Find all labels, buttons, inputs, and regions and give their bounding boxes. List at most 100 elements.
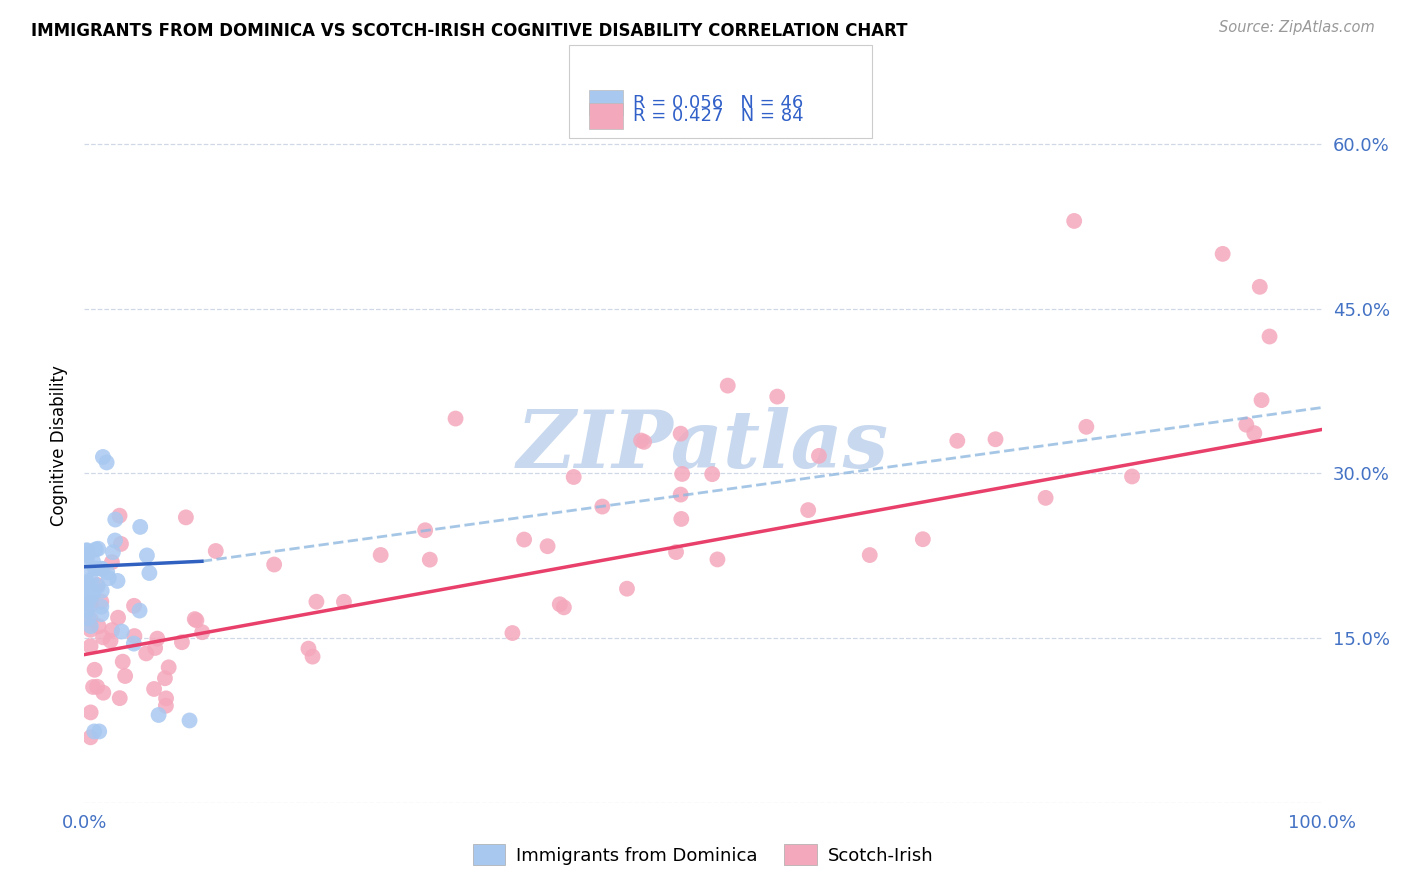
Point [301, 649, 323, 664]
Point [146, 632, 169, 646]
Point [669, 487, 692, 501]
Point [83, 561, 105, 575]
Point [135, 549, 157, 563]
Text: ZIPatlas: ZIPatlas [517, 408, 889, 484]
Text: IMMIGRANTS FROM DOMINICA VS SCOTCH-IRISH COGNITIVE DISABILITY CORRELATION CHART: IMMIGRANTS FROM DOMINICA VS SCOTCH-IRISH… [31, 22, 907, 40]
Point [77, 594, 100, 608]
Point [553, 600, 575, 615]
Point [444, 411, 467, 425]
Point [79, 595, 101, 609]
Point [76, 543, 98, 558]
Point [90, 583, 112, 598]
Point [591, 500, 613, 514]
Point [1076, 419, 1098, 434]
Point [87, 541, 110, 556]
Point [333, 595, 356, 609]
Point [191, 625, 214, 640]
Text: R = 0.056   N = 46: R = 0.056 N = 46 [633, 94, 803, 112]
Point [1121, 469, 1143, 483]
Point [143, 681, 166, 696]
Point [946, 434, 969, 448]
Point [79, 612, 101, 626]
Point [297, 641, 319, 656]
Point [76, 548, 98, 562]
Point [413, 523, 436, 537]
Point [83, 724, 105, 739]
Point [1063, 214, 1085, 228]
Point [1234, 417, 1257, 432]
Point [82, 680, 104, 694]
Point [80, 573, 103, 587]
Point [104, 512, 127, 526]
Point [138, 566, 160, 580]
Point [204, 544, 226, 558]
Point [184, 612, 207, 626]
Point [548, 597, 571, 611]
Point [101, 545, 124, 559]
Point [76, 582, 98, 596]
Point [89, 724, 111, 739]
Point [76, 550, 98, 565]
Point [153, 671, 176, 685]
Point [671, 512, 693, 526]
Point [717, 378, 740, 392]
Point [110, 537, 132, 551]
Point [80, 583, 103, 598]
Point [87, 619, 110, 633]
Point [77, 579, 100, 593]
Point [79, 706, 101, 720]
Point [84, 542, 107, 557]
Point [155, 691, 177, 706]
Point [562, 470, 585, 484]
Point [305, 595, 328, 609]
Point [86, 578, 108, 592]
Point [107, 610, 129, 624]
Point [630, 434, 652, 448]
Point [669, 426, 692, 441]
Text: R = 0.427   N = 84: R = 0.427 N = 84 [633, 107, 803, 125]
Point [501, 626, 523, 640]
Point [107, 574, 129, 588]
Point [148, 708, 170, 723]
Point [186, 613, 208, 627]
Point [90, 594, 112, 608]
Text: Source: ZipAtlas.com: Source: ZipAtlas.com [1219, 20, 1375, 35]
Point [77, 591, 100, 605]
Point [135, 647, 157, 661]
Point [90, 599, 112, 614]
Point [633, 434, 655, 449]
Point [179, 714, 201, 728]
Point [80, 590, 103, 604]
Point [419, 552, 441, 566]
Point [104, 533, 127, 548]
Point [91, 450, 114, 464]
Legend: Immigrants from Dominica, Scotch-Irish: Immigrants from Dominica, Scotch-Irish [465, 837, 941, 872]
Point [807, 449, 830, 463]
Point [122, 599, 145, 613]
Point [101, 555, 124, 569]
Point [82, 554, 104, 568]
Point [536, 539, 558, 553]
Point [616, 582, 638, 596]
Point [124, 629, 146, 643]
Point [513, 533, 536, 547]
Point [79, 623, 101, 637]
Point [108, 508, 131, 523]
Point [1250, 393, 1272, 408]
Point [1035, 491, 1057, 505]
Point [90, 562, 112, 576]
Point [79, 639, 101, 653]
Point [263, 558, 285, 572]
Point [76, 604, 98, 618]
Point [79, 731, 101, 745]
Point [859, 548, 882, 562]
Point [101, 623, 124, 637]
Point [1249, 280, 1271, 294]
Point [82, 587, 104, 601]
Point [174, 510, 197, 524]
Point [90, 561, 112, 575]
Point [96, 566, 118, 580]
Point [1243, 426, 1265, 441]
Point [111, 655, 134, 669]
Point [1212, 247, 1234, 261]
